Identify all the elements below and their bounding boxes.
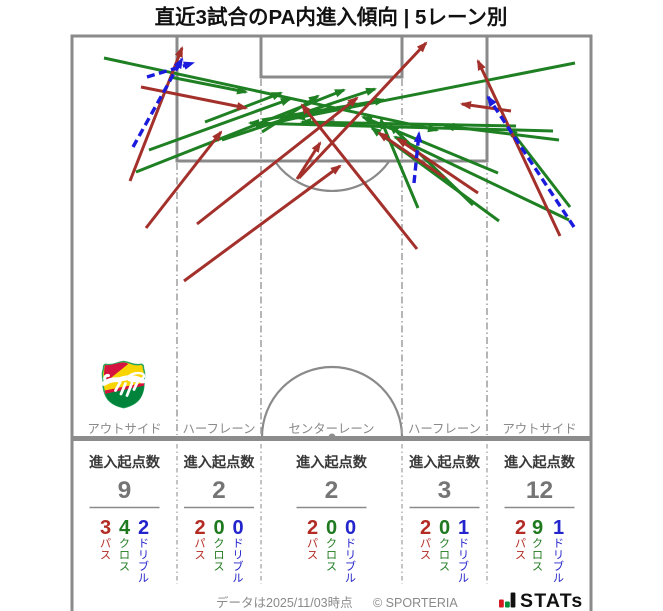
svg-text:ブ: ブ bbox=[553, 559, 564, 573]
svg-text:ロ: ロ bbox=[119, 550, 130, 562]
svg-text:ロ: ロ bbox=[214, 550, 225, 562]
svg-text:ル: ル bbox=[458, 573, 469, 585]
svg-text:ド: ド bbox=[458, 538, 469, 550]
svg-text:ス: ス bbox=[326, 561, 337, 573]
svg-text:ロ: ロ bbox=[326, 550, 337, 562]
svg-text:STATs: STATs bbox=[520, 590, 583, 611]
svg-text:センターレーン: センターレーン bbox=[288, 422, 374, 436]
svg-text:データは2025/11/03時点: データは2025/11/03時点 bbox=[216, 595, 353, 610]
svg-text:ス: ス bbox=[515, 550, 526, 562]
svg-text:12: 12 bbox=[526, 477, 553, 504]
svg-text:2: 2 bbox=[307, 517, 318, 539]
svg-text:0: 0 bbox=[326, 517, 337, 539]
svg-text:2: 2 bbox=[194, 517, 205, 539]
svg-text:ス: ス bbox=[195, 550, 206, 562]
svg-text:リ: リ bbox=[345, 550, 356, 562]
svg-text:パ: パ bbox=[420, 537, 431, 550]
svg-text:0: 0 bbox=[439, 517, 450, 539]
svg-text:ス: ス bbox=[420, 550, 431, 562]
svg-text:リ: リ bbox=[553, 550, 564, 562]
svg-text:3: 3 bbox=[100, 517, 111, 539]
svg-text:ブ: ブ bbox=[233, 559, 244, 573]
svg-text:ブ: ブ bbox=[345, 559, 356, 573]
svg-text:3: 3 bbox=[438, 477, 452, 504]
svg-text:ル: ル bbox=[345, 573, 356, 585]
svg-text:ク: ク bbox=[326, 537, 337, 550]
svg-text:ス: ス bbox=[119, 561, 130, 573]
svg-text:ス: ス bbox=[439, 561, 450, 573]
svg-text:1: 1 bbox=[553, 517, 564, 539]
svg-text:リ: リ bbox=[233, 550, 244, 562]
svg-text:ル: ル bbox=[138, 573, 149, 585]
svg-text:ク: ク bbox=[439, 537, 450, 550]
svg-text:ル: ル bbox=[553, 573, 564, 585]
svg-text:パ: パ bbox=[100, 537, 111, 550]
svg-text:ド: ド bbox=[553, 538, 564, 550]
svg-text:アウトサイド: アウトサイド bbox=[87, 422, 161, 436]
svg-text:パ: パ bbox=[195, 537, 206, 550]
svg-text:0: 0 bbox=[345, 517, 356, 539]
svg-text:進入起点数: 進入起点数 bbox=[89, 454, 161, 471]
svg-text:0: 0 bbox=[213, 517, 224, 539]
svg-text:ハーフレーン: ハーフレーン bbox=[183, 422, 256, 436]
svg-text:ド: ド bbox=[233, 538, 244, 550]
svg-text:ク: ク bbox=[532, 537, 543, 550]
svg-text:ス: ス bbox=[532, 561, 543, 573]
svg-text:ブ: ブ bbox=[138, 559, 149, 573]
svg-text:2: 2 bbox=[420, 517, 431, 539]
svg-text:ド: ド bbox=[345, 538, 356, 550]
svg-text:パ: パ bbox=[307, 537, 318, 550]
svg-text:リ: リ bbox=[458, 550, 469, 562]
svg-text:9: 9 bbox=[532, 517, 543, 539]
svg-text:リ: リ bbox=[138, 550, 149, 562]
svg-text:ス: ス bbox=[214, 561, 225, 573]
svg-text:ロ: ロ bbox=[439, 550, 450, 562]
svg-text:進入起点数: 進入起点数 bbox=[184, 454, 256, 471]
svg-text:9: 9 bbox=[118, 477, 132, 504]
svg-text:© SPORTERIA: © SPORTERIA bbox=[373, 596, 458, 610]
svg-text:ク: ク bbox=[119, 537, 130, 550]
svg-text:進入起点数: 進入起点数 bbox=[409, 454, 481, 471]
svg-text:ク: ク bbox=[214, 537, 225, 550]
svg-text:進入起点数: 進入起点数 bbox=[504, 454, 576, 471]
svg-text:ル: ル bbox=[233, 573, 244, 585]
svg-text:2: 2 bbox=[212, 477, 226, 504]
svg-text:パ: パ bbox=[515, 537, 526, 550]
svg-text:2: 2 bbox=[515, 517, 526, 539]
svg-text:2: 2 bbox=[325, 477, 339, 504]
svg-text:ス: ス bbox=[307, 550, 318, 562]
svg-text:1: 1 bbox=[458, 517, 469, 539]
svg-text:アウトサイド: アウトサイド bbox=[502, 422, 576, 436]
svg-text:直近3試合のPA内進入傾向 | 5レーン別: 直近3試合のPA内進入傾向 | 5レーン別 bbox=[155, 5, 508, 29]
svg-text:ブ: ブ bbox=[458, 559, 469, 573]
svg-text:進入起点数: 進入起点数 bbox=[296, 454, 368, 471]
svg-text:ド: ド bbox=[138, 538, 149, 550]
svg-text:ロ: ロ bbox=[532, 550, 543, 562]
svg-text:4: 4 bbox=[119, 517, 131, 539]
svg-text:2: 2 bbox=[138, 517, 149, 539]
svg-text:ス: ス bbox=[100, 550, 111, 562]
svg-text:0: 0 bbox=[232, 517, 243, 539]
svg-text:ハーフレーン: ハーフレーン bbox=[408, 422, 481, 436]
